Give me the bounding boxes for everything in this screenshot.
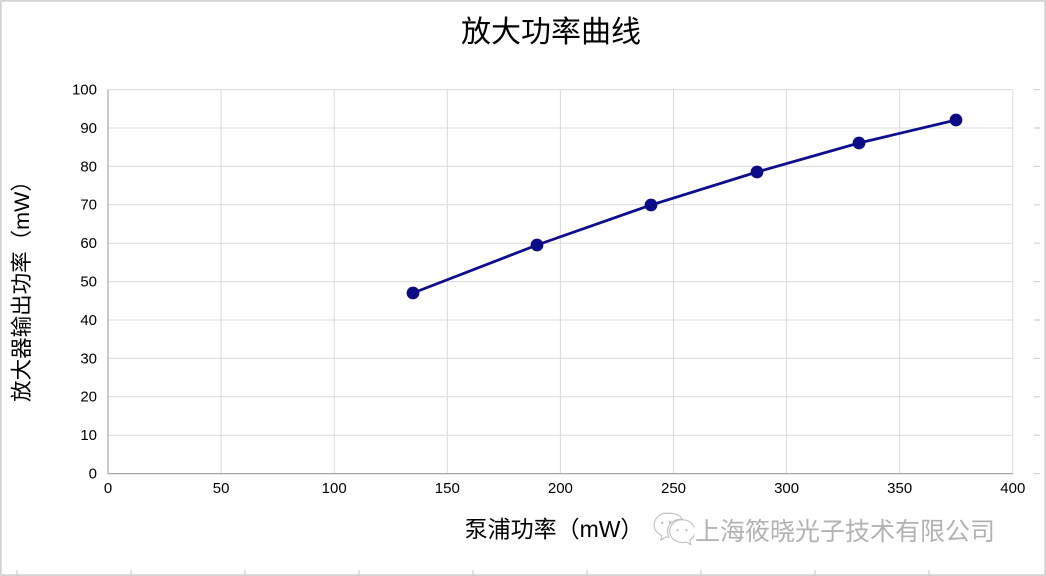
- svg-text:30: 30: [80, 350, 97, 367]
- svg-text:0: 0: [104, 480, 112, 497]
- svg-text:60: 60: [80, 235, 97, 252]
- svg-text:50: 50: [80, 274, 97, 291]
- svg-text:70: 70: [80, 197, 97, 214]
- svg-text:0: 0: [89, 466, 97, 483]
- svg-text:150: 150: [435, 480, 460, 497]
- svg-text:350: 350: [887, 480, 912, 497]
- svg-text:100: 100: [322, 480, 347, 497]
- svg-text:250: 250: [661, 480, 686, 497]
- svg-text:20: 20: [80, 389, 97, 406]
- svg-text:50: 50: [213, 480, 230, 497]
- svg-text:80: 80: [80, 158, 97, 175]
- svg-text:100: 100: [72, 82, 97, 99]
- svg-text:上海筱晓光子技术有限公司: 上海筱晓光子技术有限公司: [695, 518, 995, 546]
- svg-text:放大器输出功率（mW）: 放大器输出功率（mW）: [10, 170, 34, 402]
- svg-text:400: 400: [1000, 480, 1025, 497]
- svg-text:放大功率曲线: 放大功率曲线: [461, 16, 641, 49]
- svg-text:泵浦功率（mW）: 泵浦功率（mW）: [465, 516, 644, 542]
- svg-text:10: 10: [80, 427, 97, 444]
- svg-text:90: 90: [80, 120, 97, 137]
- svg-text:300: 300: [774, 480, 799, 497]
- svg-text:40: 40: [80, 312, 97, 329]
- svg-text:200: 200: [548, 480, 573, 497]
